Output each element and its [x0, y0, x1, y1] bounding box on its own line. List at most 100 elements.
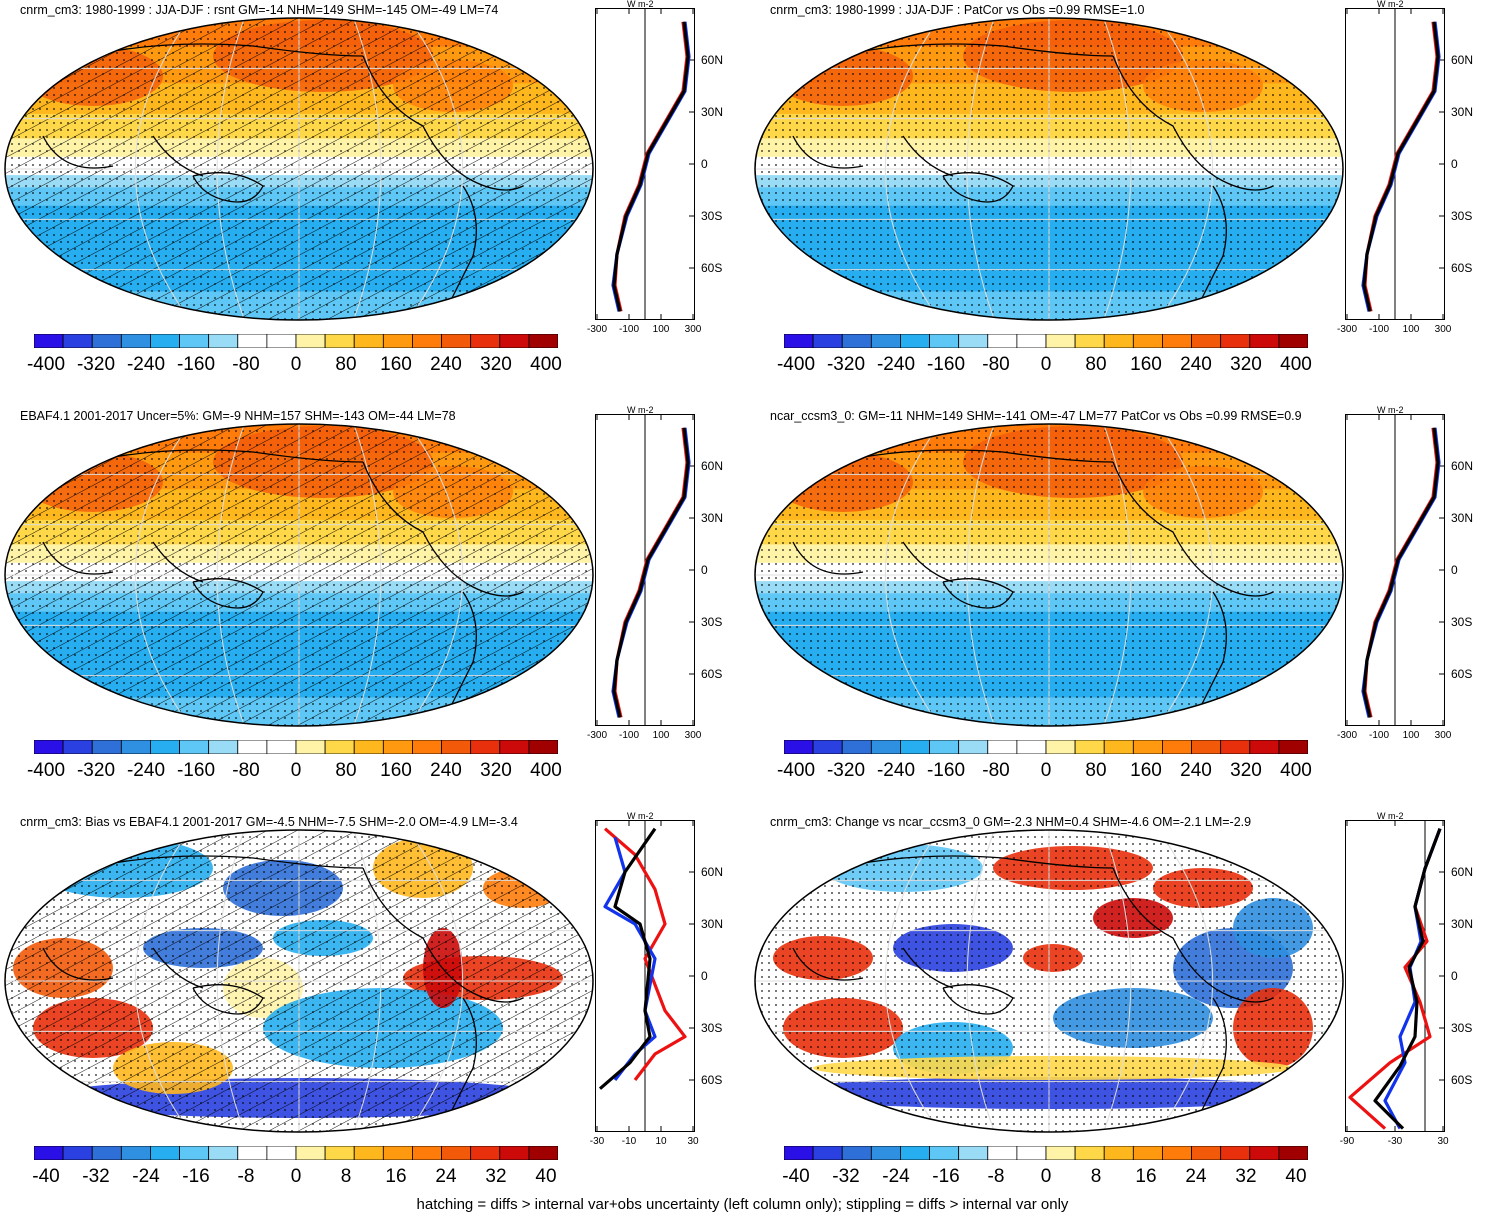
- colorbar-swatch: [1278, 740, 1308, 754]
- colorbar-swatch: [870, 740, 901, 754]
- colorbar-swatch: [62, 740, 93, 754]
- zonal-x-tick-label: -300: [1336, 324, 1358, 335]
- lat-tick-label: 30N: [701, 105, 724, 119]
- zonal-mean-plot: [1345, 820, 1445, 1132]
- map-border: [754, 829, 1344, 1133]
- colorbar: [784, 1146, 1308, 1160]
- colorbar-swatch: [382, 334, 413, 348]
- colorbar-swatch: [499, 334, 530, 348]
- colorbar-tick-label: 24: [435, 1166, 457, 1187]
- colorbar-swatch: [1045, 740, 1076, 754]
- colorbar-tick-label: 160: [1130, 354, 1162, 375]
- panel-title: cnrm_cm3: 1980-1999 : JJA-DJF : PatCor v…: [770, 3, 1145, 17]
- zonal-x-tick-label: 100: [1402, 324, 1420, 335]
- colorbar-swatch: [208, 334, 239, 348]
- colorbar-swatch: [91, 740, 122, 754]
- map-graticule: [5, 830, 593, 1132]
- colorbar-tick-label: -320: [826, 354, 866, 375]
- colorbar-swatch: [441, 740, 472, 754]
- zonal-line-red: [613, 427, 689, 718]
- colorbar-tick-label: 160: [380, 760, 412, 781]
- zonal-line-red: [603, 827, 687, 1081]
- colorbar-swatch: [958, 334, 989, 348]
- colorbar-swatch: [784, 1146, 814, 1160]
- zonal-units-label: W m-2: [1377, 811, 1404, 821]
- map-panel: ncar_ccsm3_0: GM=-11 NHM=149 SHM=-141 OM…: [750, 405, 1485, 806]
- colorbar-swatch: [441, 1146, 472, 1160]
- colorbar-swatch: [382, 1146, 413, 1160]
- colorbar-swatch: [34, 334, 64, 348]
- colorbar-swatch: [62, 334, 93, 348]
- colorbar-swatch: [266, 334, 297, 348]
- colorbar-swatch: [120, 334, 151, 348]
- colorbar-swatch: [870, 334, 901, 348]
- colorbar-swatch: [929, 1146, 960, 1160]
- lat-tick-label: 60S: [701, 1073, 723, 1087]
- colorbar-swatch: [1045, 334, 1076, 348]
- colorbar-tick-label: -40: [32, 1166, 60, 1187]
- colorbar-tick-label: 40: [1285, 1166, 1307, 1187]
- lat-tick-label: 30S: [1451, 209, 1473, 223]
- zonal-x-tick-label: 10: [655, 1136, 667, 1147]
- colorbar-tick-label: 80: [335, 354, 357, 375]
- colorbar: [34, 740, 558, 754]
- colorbar-tick-label: 400: [1280, 354, 1312, 375]
- colorbar-tick-label: 240: [1180, 760, 1212, 781]
- colorbar-tick-label: -400: [26, 760, 66, 781]
- zonal-x-tick-label: 100: [652, 730, 670, 741]
- colorbar-swatch: [841, 740, 872, 754]
- map-panel: cnrm_cm3: Bias vs EBAF4.1 2001-2017 GM=-…: [0, 811, 735, 1212]
- map-graticule: [755, 424, 1343, 726]
- colorbar-tick-label: 160: [380, 354, 412, 375]
- colorbar-tick-label: -16: [932, 1166, 960, 1187]
- colorbar-tick-label: -160: [176, 354, 216, 375]
- colorbar-tick-label: 32: [485, 1166, 507, 1187]
- lat-tick-label: 60N: [701, 459, 724, 473]
- lat-tick-label: 60N: [701, 865, 724, 879]
- colorbar-swatch: [499, 1146, 530, 1160]
- robinson-map: [754, 17, 1344, 321]
- colorbar-swatch: [295, 334, 326, 348]
- colorbar-swatch: [470, 1146, 501, 1160]
- lat-tick-label: 60N: [1451, 865, 1474, 879]
- map-graticule: [5, 18, 593, 320]
- colorbar-swatch: [958, 740, 989, 754]
- colorbar-tick-label: -80: [232, 760, 260, 781]
- zonal-x-tick-label: -100: [618, 324, 640, 335]
- colorbar-swatch: [1016, 334, 1047, 348]
- zonal-x-tick-label: -100: [1368, 730, 1390, 741]
- colorbar-swatch: [34, 740, 64, 754]
- colorbar-tick-label: 320: [480, 354, 512, 375]
- colorbar-swatch: [179, 334, 210, 348]
- zonal-line-black: [598, 827, 657, 1090]
- colorbar-swatch: [929, 334, 960, 348]
- colorbar-swatch: [900, 1146, 930, 1160]
- lat-tick-label: 30S: [701, 209, 723, 223]
- map-coastlines: [772, 43, 1274, 307]
- zonal-x-tick-label: 100: [652, 324, 670, 335]
- colorbar-tick-label: 0: [1040, 354, 1052, 375]
- zonal-x-tick-label: -300: [1336, 730, 1358, 741]
- colorbar-swatch: [353, 334, 384, 348]
- colorbar-swatch: [412, 740, 442, 754]
- robinson-map: [754, 423, 1344, 727]
- colorbar-tick-label: 80: [1085, 354, 1107, 375]
- colorbar-swatch: [150, 740, 180, 754]
- colorbar-swatch: [1103, 740, 1134, 754]
- colorbar: [34, 334, 558, 348]
- colorbar-swatch: [784, 740, 814, 754]
- zonal-line-red: [613, 21, 689, 312]
- colorbar-tick-label: 0: [290, 760, 302, 781]
- map-panel: cnrm_cm3: Change vs ncar_ccsm3_0 GM=-2.3…: [750, 811, 1485, 1212]
- zonal-x-tick-label: -300: [586, 324, 608, 335]
- lat-tick-label: 30N: [1451, 105, 1474, 119]
- colorbar-swatch: [1074, 334, 1105, 348]
- colorbar-swatch: [91, 1146, 122, 1160]
- zonal-mean-plot: [1345, 414, 1445, 726]
- map-border: [4, 17, 594, 321]
- zonal-line-black: [1362, 21, 1440, 312]
- lat-tick-label: 30N: [1451, 917, 1474, 931]
- colorbar: [34, 1146, 558, 1160]
- lat-tick-label: 0: [701, 563, 708, 577]
- colorbar-swatch: [1220, 1146, 1251, 1160]
